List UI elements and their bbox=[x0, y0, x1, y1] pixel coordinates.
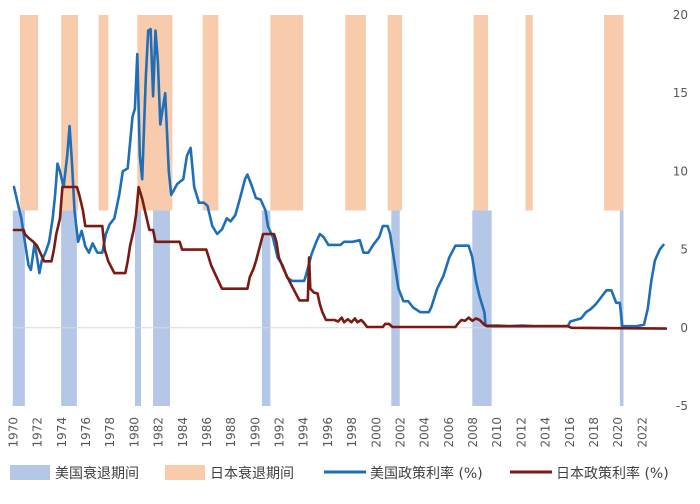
x-tick-label: 1998 bbox=[345, 417, 359, 448]
japan-recession-band bbox=[345, 15, 366, 211]
x-tick-label: 1980 bbox=[127, 417, 141, 448]
x-tick-label: 1972 bbox=[31, 417, 45, 448]
x-tick-label: 2016 bbox=[563, 417, 577, 448]
legend-label-japan-recession: 日本衰退期间 bbox=[210, 465, 294, 482]
legend-label-us-rate: 美国政策利率 (%) bbox=[370, 465, 483, 482]
japan-recession-band bbox=[98, 15, 109, 211]
y-tick-label: 10 bbox=[673, 164, 688, 178]
x-tick-label: 1986 bbox=[200, 417, 214, 448]
x-tick-label: 2022 bbox=[635, 417, 649, 448]
japan-recession-band bbox=[473, 15, 489, 211]
policy-rate-lines bbox=[12, 27, 668, 330]
x-tick-label: 1994 bbox=[297, 417, 311, 448]
x-tick-label: 1990 bbox=[248, 417, 262, 448]
x-tick-label: 2002 bbox=[393, 417, 407, 448]
japan-recession-band bbox=[202, 15, 219, 211]
y-tick-label: 15 bbox=[673, 86, 688, 100]
us-recession-band bbox=[153, 210, 170, 406]
japan-recession-band bbox=[270, 15, 304, 211]
x-axis-ticks: 1970 1972 1974 1976 1978 1980 1982 1984 1986 1988… bbox=[7, 417, 650, 448]
x-tick-label: 1970 bbox=[7, 417, 21, 448]
us-recession-band bbox=[391, 210, 400, 406]
japan-recession-band bbox=[20, 15, 39, 211]
x-tick-label: 1978 bbox=[103, 417, 117, 448]
legend-label-us-recession: 美国衰退期间 bbox=[55, 465, 139, 482]
us-policy-rate-line bbox=[12, 27, 665, 328]
japan-recession-band bbox=[604, 15, 624, 211]
x-tick-label: 1992 bbox=[273, 417, 287, 448]
y-tick-label: 5 bbox=[680, 243, 688, 257]
japan-recession-bands bbox=[20, 15, 624, 211]
us-recession-band bbox=[261, 210, 271, 406]
x-tick-label: 2010 bbox=[490, 417, 504, 448]
us-recession-band bbox=[12, 210, 25, 406]
y-tick-label: 0 bbox=[680, 321, 688, 335]
legend-swatch-us-recession bbox=[10, 465, 50, 480]
japan-recession-band bbox=[387, 15, 403, 211]
x-tick-label: 2018 bbox=[587, 417, 601, 448]
x-tick-label: 2000 bbox=[369, 417, 383, 448]
x-tick-label: 1996 bbox=[321, 417, 335, 448]
x-tick-label: 1988 bbox=[224, 417, 238, 448]
x-tick-label: 1974 bbox=[55, 417, 69, 448]
us-recession-band bbox=[61, 210, 77, 406]
y-tick-label: 20 bbox=[673, 8, 688, 22]
x-tick-label: 2012 bbox=[514, 417, 528, 448]
legend-label-japan-rate: 日本政策利率 (%) bbox=[556, 465, 669, 482]
x-tick-label: 2020 bbox=[611, 417, 625, 448]
japan-recession-band bbox=[525, 15, 533, 211]
legend-swatch-japan-recession bbox=[165, 465, 205, 480]
x-tick-label: 1976 bbox=[79, 417, 93, 448]
legend: 美国衰退期间 日本衰退期间 美国政策利率 (%) 日本政策利率 (%) bbox=[10, 465, 669, 482]
us-recession-band bbox=[134, 210, 141, 406]
y-axis-ticks: -5 0 5 10 15 20 bbox=[673, 8, 688, 413]
y-tick-label: -5 bbox=[676, 399, 688, 413]
x-tick-label: 1982 bbox=[152, 417, 166, 448]
x-tick-label: 2014 bbox=[539, 417, 553, 448]
x-tick-label: 2006 bbox=[442, 417, 456, 448]
x-tick-label: 2008 bbox=[466, 417, 480, 448]
x-tick-label: 1984 bbox=[176, 417, 190, 448]
x-tick-label: 2004 bbox=[418, 417, 432, 448]
japan-policy-rate-line bbox=[12, 185, 668, 330]
